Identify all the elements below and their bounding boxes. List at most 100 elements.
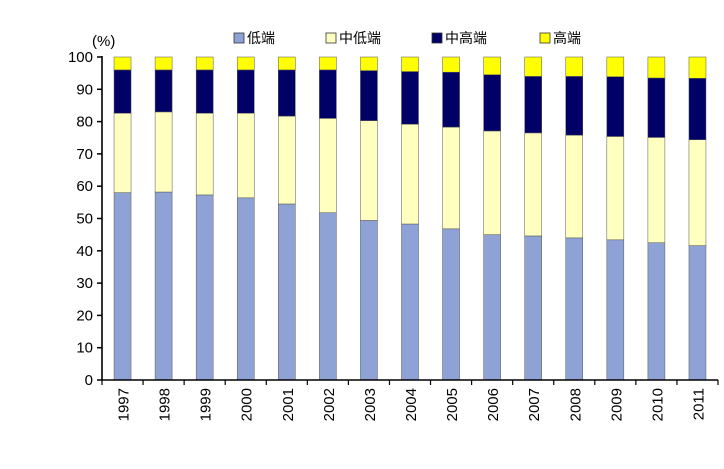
legend-swatch-1 (325, 32, 337, 44)
bar-1997-series-2 (113, 69, 132, 114)
x-tick-label-1997: 1997 (116, 388, 133, 421)
x-tick-label-2000: 2000 (239, 388, 256, 421)
bar-2000-series-0 (236, 197, 255, 381)
bar-2008-series-0 (565, 237, 584, 381)
bar-2011-series-3 (688, 56, 707, 79)
bar-2002-series-2 (319, 69, 337, 119)
bar-1999-series-1 (195, 112, 214, 196)
bar-2010-series-1 (647, 137, 666, 243)
bar-2001-series-0 (278, 203, 296, 381)
bar-1998-series-0 (154, 191, 173, 381)
bar-2010-series-3 (647, 56, 666, 79)
bar-1997-series-0 (113, 192, 132, 381)
legend-swatch-3 (539, 32, 551, 44)
legend-swatch-0 (233, 32, 245, 44)
x-tick-label-2001: 2001 (280, 388, 297, 421)
bar-2005-series-0 (442, 228, 460, 381)
bar-2011-series-2 (688, 78, 707, 140)
x-tick-label-2003: 2003 (362, 388, 379, 421)
bar-2002-series-3 (319, 56, 337, 71)
bar-2000-series-3 (236, 56, 255, 71)
bar-2001-series-2 (278, 69, 296, 117)
bar-1997-series-1 (113, 112, 132, 193)
bar-2006-series-0 (483, 234, 501, 381)
bar-2010-series-0 (647, 242, 666, 381)
bar-2011-series-1 (688, 139, 707, 246)
y-tick-label-7: 70 (76, 146, 93, 163)
bar-2011-series-0 (688, 245, 707, 381)
bar-2004-series-3 (401, 56, 419, 72)
bar-2003-series-3 (360, 56, 378, 71)
bar-2004-series-0 (401, 223, 419, 381)
x-tick-label-2008: 2008 (567, 388, 584, 421)
legend-swatch-2 (431, 32, 443, 44)
bar-2008-series-3 (565, 56, 584, 77)
x-tick-label-1998: 1998 (157, 388, 174, 421)
bar-1999-series-2 (195, 69, 214, 114)
y-axis-unit-label: (%) (92, 33, 115, 50)
bar-2009-series-1 (606, 136, 625, 241)
bar-2004-series-2 (401, 71, 419, 125)
x-tick-label-1999: 1999 (198, 388, 215, 421)
bar-2002-series-1 (319, 118, 337, 213)
bar-2009-series-0 (606, 239, 625, 381)
bar-2006-series-3 (483, 56, 501, 76)
x-tick-label-2005: 2005 (444, 388, 461, 421)
x-tick-label-2010: 2010 (649, 388, 666, 421)
bar-2003-series-1 (360, 120, 378, 221)
y-tick-label-9: 90 (76, 81, 93, 98)
y-tick-label-4: 40 (76, 243, 93, 260)
bar-1999-series-0 (195, 194, 214, 381)
x-tick-label-2009: 2009 (608, 388, 625, 421)
bar-2009-series-3 (606, 56, 625, 77)
bars (113, 56, 707, 381)
y-tick-label-0: 0 (85, 372, 93, 389)
y-axis-ticks: 0 10 20 30 40 50 60 70 80 90 100 (68, 49, 102, 389)
bar-2009-series-2 (606, 76, 625, 137)
bar-2008-series-1 (565, 134, 584, 239)
y-tick-label-8: 80 (76, 114, 93, 131)
bar-2006-series-2 (483, 74, 501, 132)
bar-2004-series-1 (401, 123, 419, 225)
bar-2000-series-2 (236, 69, 255, 114)
bar-2002-series-0 (319, 212, 337, 381)
y-tick-label-1: 10 (76, 340, 93, 357)
y-tick-label-10: 100 (68, 49, 93, 66)
bar-2007-series-0 (524, 235, 542, 381)
bar-2005-series-3 (442, 56, 460, 73)
bar-1997-series-3 (113, 56, 132, 71)
bar-2008-series-2 (565, 76, 584, 136)
legend-label-2: 中高端 (445, 30, 487, 46)
bar-2001-series-1 (278, 115, 296, 205)
x-tick-label-2006: 2006 (485, 388, 502, 421)
legend-label-1: 中低端 (339, 30, 381, 46)
bar-2010-series-2 (647, 77, 666, 138)
legend-label-3: 高端 (553, 30, 581, 46)
bar-2005-series-1 (442, 126, 460, 230)
y-tick-label-2: 20 (76, 307, 93, 324)
x-tick-label-2002: 2002 (321, 388, 338, 421)
y-tick-label-6: 60 (76, 178, 93, 195)
bar-1999-series-3 (195, 56, 214, 71)
y-tick-label-5: 50 (76, 211, 93, 228)
bar-1998-series-3 (154, 56, 173, 71)
bar-2007-series-2 (524, 76, 542, 134)
bar-2005-series-2 (442, 71, 460, 128)
legend: 低端 中低端 中高端 高端 (233, 30, 581, 46)
legend-label-0: 低端 (247, 30, 275, 46)
bar-2006-series-1 (483, 130, 501, 235)
x-tick-label-2011: 2011 (690, 388, 707, 420)
bar-1998-series-2 (154, 69, 173, 113)
x-axis-ticks: 1997 1998 1999 2000 2001 2002 2003 2004 2005 2006… (101, 380, 719, 421)
x-tick-label-2004: 2004 (403, 388, 420, 421)
bar-1998-series-1 (154, 111, 173, 193)
bar-2000-series-1 (236, 112, 255, 199)
bar-2007-series-1 (524, 132, 542, 237)
y-tick-label-3: 30 (76, 275, 93, 292)
bar-2003-series-2 (360, 70, 378, 121)
bar-2007-series-3 (524, 56, 542, 77)
bar-2003-series-0 (360, 220, 378, 381)
x-tick-label-2007: 2007 (526, 388, 543, 421)
